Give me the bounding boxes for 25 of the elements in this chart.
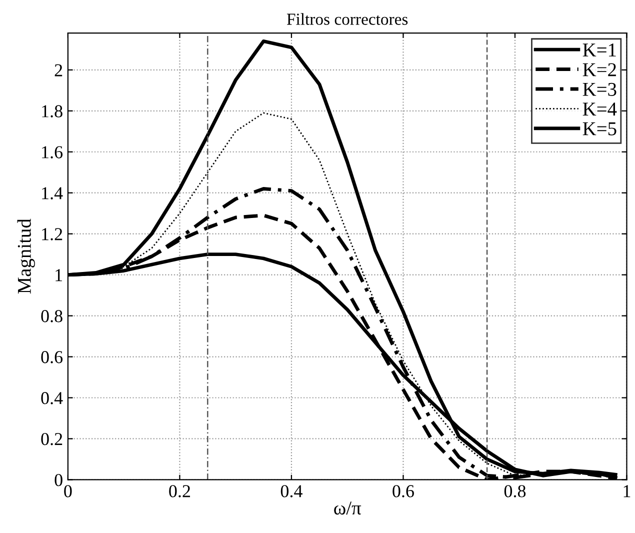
y-tick-label: 1.2 [42,228,62,240]
legend-label: K=5 [582,122,616,136]
y-tick-label: 0 [54,474,62,486]
legend-label: K=1 [582,44,616,56]
x-tick-label: 0.8 [504,485,526,498]
legend-label: K=4 [582,102,617,116]
x-tick-label: 0.4 [280,485,302,498]
y-tick-label: 1.4 [42,187,63,200]
y-axis-title: Magnitud [17,218,35,294]
y-tick-label: 0.6 [41,351,63,364]
y-tick-label: 1.6 [42,146,63,158]
legend-label: K=2 [582,63,616,76]
legend-label: K=3 [582,82,616,96]
y-tick-label: 0.8 [41,310,62,322]
y-tick-label: 0.2 [41,432,62,446]
x-tick-label: 0.2 [169,485,190,498]
y-tick-label: 0.4 [41,392,63,404]
y-tick-label: 1.8 [42,105,62,118]
y-tick-label: 1 [56,269,62,282]
y-tick-label: 2 [54,64,62,76]
chart-title: Filtros correctores [286,13,408,25]
x-tick-label: 0 [64,485,72,498]
x-tick-label: 0.6 [392,485,414,498]
x-tick-label: 1 [624,485,630,498]
x-axis-title: ω/π [334,502,362,515]
